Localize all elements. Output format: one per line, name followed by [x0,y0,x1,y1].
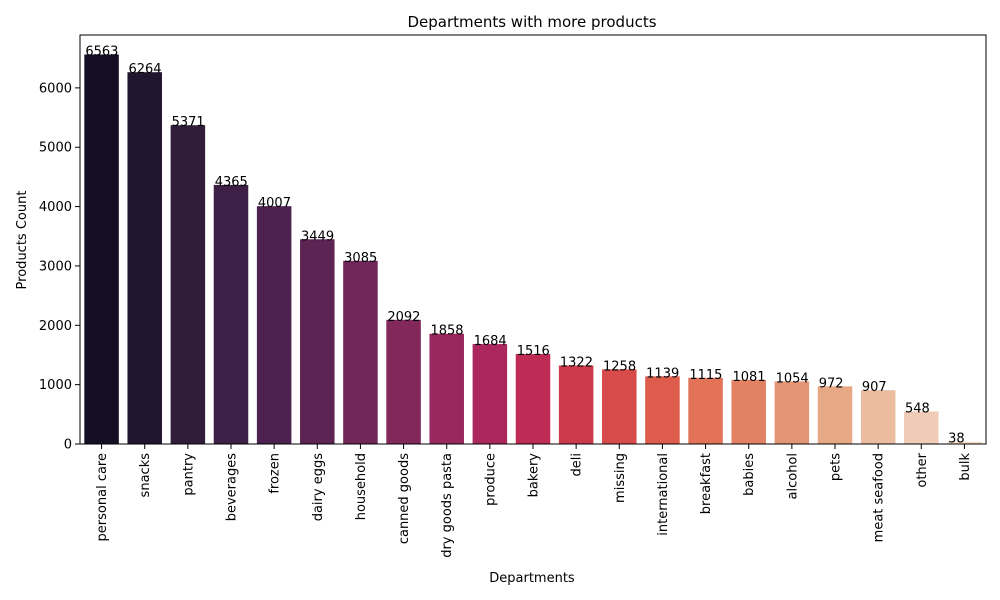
x-tick-label: pantry [181,453,196,496]
bar-frozen [256,206,292,444]
data-label: 4365 [215,175,248,190]
data-label: 6563 [85,44,118,59]
x-axis-label: Departments [489,571,575,586]
data-label: 1115 [689,368,722,383]
y-tick-label: 4000 [39,200,72,215]
y-tick-label: 0 [64,438,72,453]
data-label: 5371 [172,115,205,130]
data-label: 3449 [301,229,334,244]
data-label: 1139 [646,366,679,381]
x-tick-label: bakery [527,453,542,498]
data-label: 3085 [344,251,377,266]
x-tick-label: deli [570,453,585,476]
bar-other [904,411,939,444]
x-tick-label: personal care [95,453,110,541]
data-label: 1054 [776,371,809,386]
data-label: 4007 [258,196,291,211]
x-tick-label: missing [613,453,628,503]
data-label: 1322 [560,356,593,371]
bar-produce [472,344,508,444]
data-label: 907 [862,380,887,395]
y-axis-label: Products Count [15,191,30,290]
bar-meat-seafood [860,390,896,444]
data-label: 1081 [732,370,765,385]
bar-deli [558,365,594,444]
x-tick-label: pets [829,453,844,481]
x-tick-label: frozen [268,453,283,494]
data-label: 6264 [128,62,161,77]
data-label: 2092 [387,310,420,325]
x-tick-label: dairy eggs [311,453,326,522]
bar-alcohol [774,381,810,444]
bar-pets [817,386,853,444]
x-axis-ticks: personal care snacks pantry beverages frozen… [95,444,973,558]
y-tick-label: 6000 [39,81,72,96]
bar-dry-goods-pasta [429,333,464,444]
x-tick-label: other [915,452,930,487]
bar-pantry [170,125,206,445]
x-tick-label: breakfast [699,453,714,514]
data-label: 1258 [603,359,636,374]
bar-beverages [213,184,249,445]
data-label: 1858 [430,324,463,339]
x-tick-label: beverages [225,453,240,522]
x-tick-label: bulk [958,453,973,481]
x-tick-label: meat seafood [872,453,887,542]
x-tick-label: produce [483,453,498,506]
data-label: 38 [948,432,965,447]
x-tick-label: household [354,453,369,520]
data-label: 548 [905,401,930,416]
bar-personal-care [84,54,119,444]
plot-area-frame [79,34,987,445]
bar-bakery [515,354,551,444]
bar-breakfast [688,377,723,444]
bar-babies [731,379,766,444]
bar-snacks [127,72,162,444]
chart-title: Departments with more products [407,13,656,31]
x-tick-label: babies [742,453,757,496]
x-tick-label: international [656,453,671,536]
value-labels-group: 6563 6264 5371 4365 4007 3449 3085 2092 1858 1684… [85,44,964,446]
y-tick-label: 3000 [39,259,72,274]
bar-missing [602,369,637,444]
bar-dairy-eggs [300,239,335,444]
x-tick-label: dry goods pasta [440,453,455,558]
data-label: 1516 [517,344,550,359]
bar-bulk [947,441,982,444]
x-tick-label: alcohol [785,453,800,499]
x-tick-label: snacks [138,453,153,498]
data-label: 1684 [474,334,507,349]
bars-group [84,54,982,445]
y-axis-ticks: 0 1000 2000 3000 4000 5000 6000 [39,81,80,453]
y-tick-label: 5000 [39,141,72,156]
bar-canned-goods [386,319,421,444]
data-label: 972 [819,376,844,391]
x-tick-label: canned goods [397,453,412,544]
y-tick-label: 1000 [39,378,72,393]
bar-international [645,376,680,444]
bar-household [343,260,378,444]
y-tick-label: 2000 [39,319,72,334]
